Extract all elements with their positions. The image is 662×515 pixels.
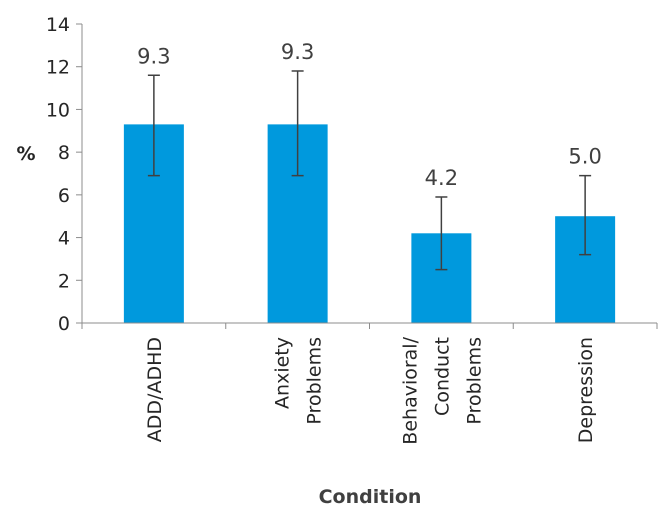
category-label-line: Problems: [463, 337, 485, 425]
error-bars: [147, 70, 592, 271]
y-tick-label: 6: [58, 185, 70, 207]
category-label: ADD/ADHD: [144, 337, 166, 442]
bars: [123, 124, 616, 323]
y-tick-label: 2: [58, 270, 70, 292]
value-label: 9.3: [281, 40, 314, 64]
category-label-line: Depression: [575, 337, 597, 443]
category-label-line: Problems: [304, 337, 326, 425]
y-tick-label: 10: [46, 99, 70, 121]
y-tick-label: 14: [46, 14, 70, 36]
value-labels: 9.3 9.3 4.2 5.0: [137, 40, 602, 190]
y-tick-label: 8: [58, 142, 70, 164]
category-label-line: Anxiety: [272, 337, 294, 409]
category-label-line: ADD/ADHD: [144, 337, 166, 442]
value-label: 4.2: [425, 166, 458, 190]
value-label: 9.3: [137, 44, 170, 68]
x-axis-title: Condition: [319, 486, 422, 508]
y-axis-ticks: 0 2 4 6 8 10 12 14: [46, 14, 82, 335]
y-axis-label: %: [16, 143, 35, 165]
category-label: Anxiety Problems: [272, 337, 326, 425]
category-label: Depression: [575, 337, 597, 443]
y-tick-label: 0: [58, 313, 70, 335]
y-tick-label: 12: [46, 57, 70, 79]
category-labels: ADD/ADHD Anxiety Problems Behavioral/Conduc…: [144, 336, 597, 444]
category-label: Behavioral/Conduct Problems: [399, 336, 485, 444]
value-label: 5.0: [568, 145, 601, 169]
y-tick-label: 4: [58, 228, 70, 250]
category-label-line: Behavioral/: [399, 336, 421, 444]
axes: [81, 24, 658, 329]
category-label-line: Conduct: [431, 337, 453, 416]
